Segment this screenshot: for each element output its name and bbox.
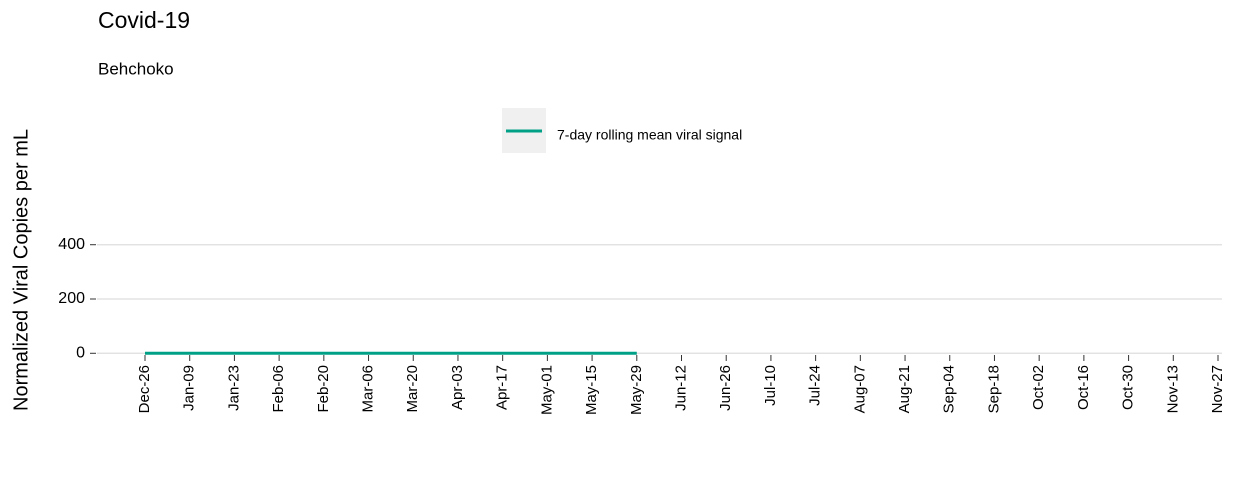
x-tick-label: Oct-30 [1120,365,1137,410]
chart-title: Covid-19 [98,7,190,33]
x-tick-label: Jul-24 [807,365,824,406]
x-tick-label: Nov-13 [1164,365,1181,413]
y-axis-label: Normalized Viral Copies per mL [10,129,32,411]
x-tick-label: Aug-07 [851,365,868,413]
x-tick-label: Apr-03 [449,365,466,410]
x-tick-label: Nov-27 [1209,365,1226,413]
x-tick-label: Oct-02 [1030,365,1047,410]
x-tick-label: Jun-26 [717,365,734,411]
x-tick-label: May-01 [538,365,555,415]
x-tick-label: Oct-16 [1075,365,1092,410]
x-tick-label: Sep-04 [941,365,958,413]
x-tick-label: May-29 [628,365,645,415]
x-tick-label: Feb-06 [270,365,287,413]
chart-subtitle: Behchoko [98,59,174,78]
x-tick-label: Mar-06 [360,365,377,413]
x-tick-label: Apr-17 [494,365,511,410]
x-tick-label: Mar-20 [404,365,421,413]
x-tick-label: Jul-10 [762,365,779,406]
x-tick-label: Feb-20 [315,365,332,413]
y-tick-label: 400 [58,236,85,253]
x-tick-label: Jan-09 [181,365,198,411]
x-tick-label: Aug-21 [896,365,913,413]
x-tick-label: Jun-12 [672,365,689,411]
x-tick-label: Dec-26 [136,365,153,413]
y-tick-label: 0 [76,345,85,362]
x-tick-label: May-15 [583,365,600,415]
y-tick-label: 200 [58,290,85,307]
x-tick-label: Jan-23 [225,365,242,411]
legend-label: 7-day rolling mean viral signal [557,127,742,143]
x-tick-label: Sep-18 [985,365,1002,413]
